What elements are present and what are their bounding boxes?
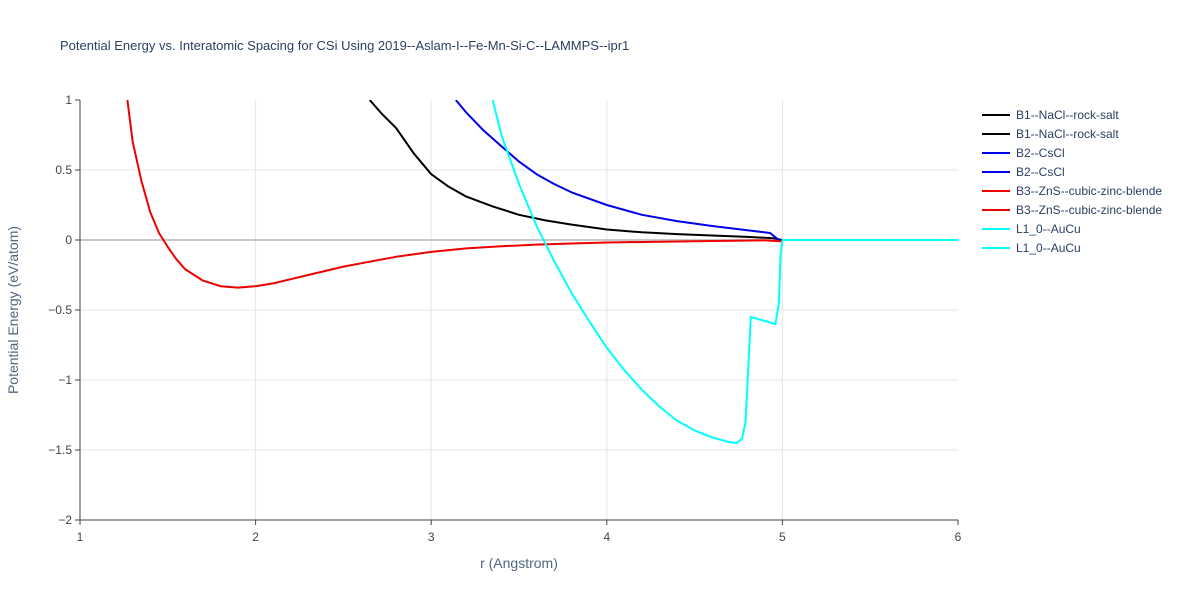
legend-item[interactable]: L1_0--AuCu [982,222,1081,236]
tick-labels: 1 2 3 4 5 6 1 0.5 0 −0.5 −1 −1.5 −2 [48,93,961,544]
legend-item[interactable]: B3--ZnS--cubic-zinc-blende [982,203,1162,217]
legend-item[interactable]: B2--CsCl [982,146,1065,160]
y-tick-label: −0.5 [48,303,72,317]
legend-item[interactable]: B2--CsCl [982,165,1065,179]
legend-item[interactable]: L1_0--AuCu [982,241,1081,255]
legend-item[interactable]: B3--ZnS--cubic-zinc-blende [982,184,1162,198]
x-tick-label: 1 [77,530,84,544]
series-line [491,100,958,444]
legend-label: B2--CsCl [1016,165,1065,179]
x-tick-label: 3 [428,530,435,544]
x-tick-label: 4 [603,530,610,544]
legend-item[interactable]: B1--NaCl--rock-salt [982,108,1119,122]
x-axis-title: r (Angstrom) [480,555,558,571]
legend-label: B2--CsCl [1016,146,1065,160]
legend-label: L1_0--AuCu [1016,222,1081,236]
y-axis-title: Potential Energy (eV/atom) [5,226,21,394]
legend-label: B3--ZnS--cubic-zinc-blende [1016,184,1162,198]
legend-label: B1--NaCl--rock-salt [1016,127,1119,141]
series-lines [126,100,958,444]
y-tick-label: −2 [58,513,72,527]
legend-label: B1--NaCl--rock-salt [1016,108,1119,122]
grid [80,100,958,520]
series-line [455,100,783,243]
legend[interactable]: B1--NaCl--rock-salt B1--NaCl--rock-salt B2… [982,108,1162,255]
legend-item[interactable]: B1--NaCl--rock-salt [982,127,1119,141]
chart-title: Potential Energy vs. Interatomic Spacing… [60,38,629,53]
y-tick-label: −1.5 [48,443,72,457]
series-line [126,100,783,289]
legend-label: L1_0--AuCu [1016,241,1081,255]
x-tick-label: 2 [252,530,259,544]
y-tick-label: 1 [65,93,72,107]
axes [75,99,959,525]
x-tick-label: 6 [955,530,962,544]
legend-label: B3--ZnS--cubic-zinc-blende [1016,203,1162,217]
y-tick-label: 0 [65,233,72,247]
y-tick-label: 0.5 [55,163,72,177]
x-tick-label: 5 [779,530,786,544]
y-tick-label: −1 [58,373,72,387]
